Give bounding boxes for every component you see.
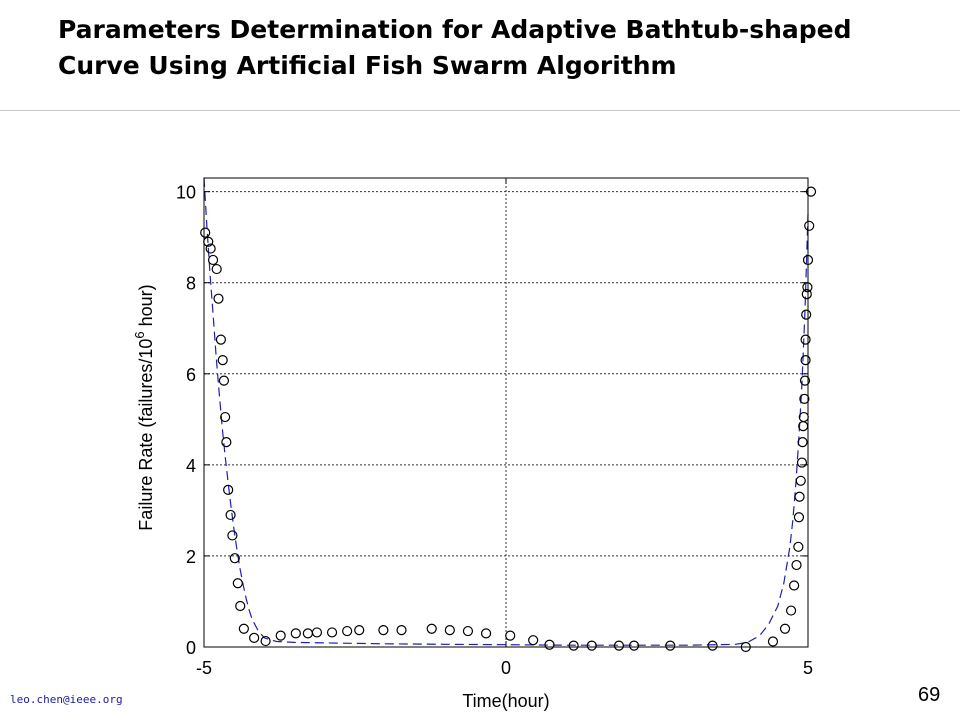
data-point — [793, 512, 805, 523]
data-point — [797, 436, 808, 448]
y-tick-label: 0 — [186, 638, 196, 658]
x-axis-label: Time(hour) — [462, 691, 549, 711]
data-point — [342, 625, 353, 637]
data-point — [791, 559, 802, 571]
data-point — [799, 375, 811, 386]
data-point — [800, 355, 811, 366]
data-point — [275, 630, 286, 641]
data-point — [207, 254, 219, 266]
data-point — [789, 580, 800, 591]
data-point — [568, 640, 579, 651]
data-point — [480, 628, 492, 639]
x-tick-label: -5 — [196, 658, 212, 678]
data-point — [785, 605, 797, 616]
y-axis-label-main: Failure Rate (failures/10 — [136, 339, 156, 531]
data-point — [801, 309, 812, 320]
data-point — [528, 635, 539, 646]
data-point — [220, 411, 231, 423]
data-point — [462, 625, 474, 637]
data-point — [217, 355, 228, 366]
data-point — [544, 639, 555, 650]
observed-points-layer — [200, 186, 817, 653]
x-tick-label: 0 — [501, 658, 511, 678]
title-line-1: Parameters Determination for Adaptive Ba… — [58, 15, 852, 44]
data-point — [793, 541, 804, 552]
data-point — [223, 484, 234, 496]
data-point — [225, 509, 236, 521]
plot-frame — [203, 177, 809, 648]
data-point — [227, 530, 238, 541]
data-point — [804, 220, 815, 231]
data-point — [213, 293, 224, 304]
data-point — [302, 628, 313, 639]
y-axis-label-tail: hour) — [136, 284, 156, 331]
y-tick-label: 8 — [186, 274, 196, 294]
fitted-curve — [203, 177, 809, 646]
data-point — [795, 475, 806, 486]
data-point — [794, 491, 805, 502]
y-axis-label-superscript: 6 — [132, 331, 147, 338]
fitted-curve-layer — [203, 177, 809, 646]
page-number: 69 — [918, 684, 941, 706]
data-point — [260, 635, 271, 647]
data-point — [613, 640, 625, 651]
grid-lines — [204, 178, 808, 647]
data-point — [311, 627, 323, 638]
y-tick-label: 4 — [186, 456, 196, 476]
data-point — [586, 640, 597, 651]
data-point — [290, 628, 301, 639]
data-point — [215, 334, 227, 345]
data-point — [665, 640, 676, 651]
data-point — [796, 457, 808, 468]
data-point — [396, 625, 407, 636]
y-axis-label: Failure Rate (failures/106 hour) — [132, 284, 156, 530]
data-point — [229, 553, 240, 564]
data-point — [801, 289, 812, 300]
data-point — [218, 375, 230, 386]
data-point — [238, 623, 249, 634]
data-point — [211, 263, 222, 275]
data-point — [205, 243, 216, 254]
data-point — [802, 282, 813, 293]
data-point — [235, 600, 246, 612]
y-tick-label: 6 — [186, 365, 196, 385]
y-tick-label: 10 — [176, 183, 196, 203]
y-tick-label: 2 — [186, 547, 196, 567]
data-point — [444, 625, 455, 636]
data-point — [221, 436, 232, 448]
data-point — [707, 640, 718, 651]
slide-title: Parameters Determination for Adaptive Ba… — [58, 12, 938, 84]
data-point — [354, 625, 365, 636]
data-point — [232, 578, 243, 589]
title-divider — [0, 110, 960, 111]
data-point — [767, 636, 779, 647]
x-tick-label: 5 — [803, 658, 813, 678]
title-line-2: Curve Using Artificial Fish Swarm Algori… — [58, 51, 677, 80]
data-point — [505, 630, 516, 641]
data-point — [326, 627, 338, 638]
data-point — [378, 625, 389, 636]
data-point — [628, 640, 640, 651]
data-point — [800, 334, 811, 345]
data-point — [426, 623, 437, 634]
footer-email: leo.chen@ieee.org — [10, 693, 123, 706]
data-point — [799, 393, 810, 404]
data-point — [779, 623, 791, 634]
data-point — [249, 632, 260, 643]
data-point — [200, 227, 211, 238]
